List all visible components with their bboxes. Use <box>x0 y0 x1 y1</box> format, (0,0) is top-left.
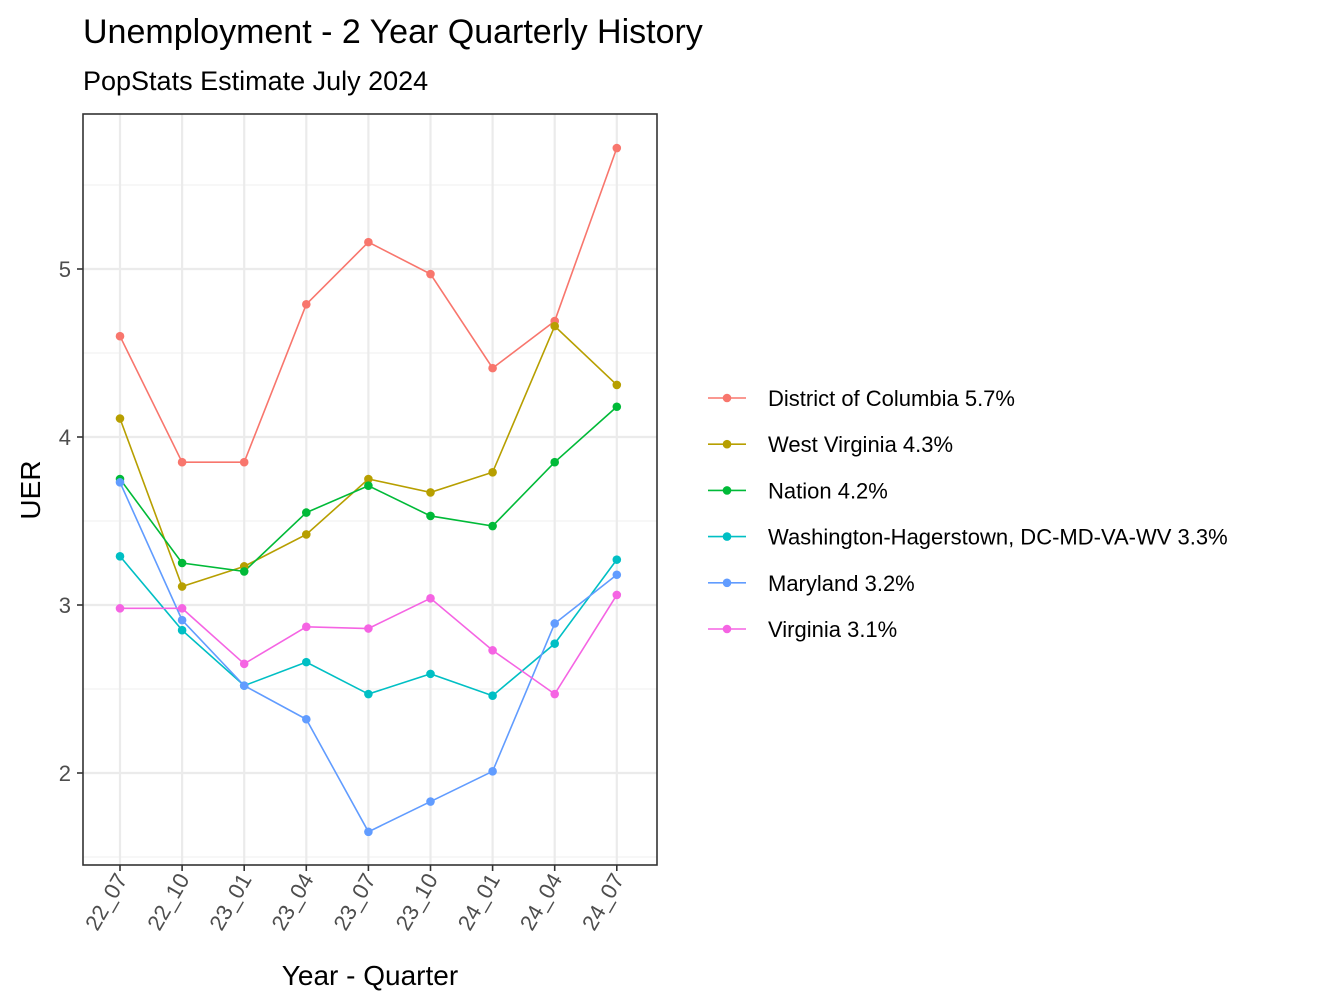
data-point <box>426 797 435 806</box>
data-point <box>612 590 622 600</box>
chart-subtitle: PopStats Estimate July 2024 <box>83 66 428 96</box>
data-point <box>302 508 311 517</box>
data-point <box>239 567 249 576</box>
data-point <box>550 619 559 628</box>
chart-title: Unemployment - 2 Year Quarterly History <box>83 13 703 51</box>
data-point <box>364 827 373 837</box>
data-point <box>177 625 187 635</box>
x-tick-label: 23_01 <box>204 869 256 934</box>
x-tick-label: 24_07 <box>577 869 629 934</box>
legend-label: Virginia 3.1% <box>768 617 897 642</box>
data-point <box>177 615 187 625</box>
data-point <box>426 269 435 279</box>
data-point <box>177 558 187 568</box>
data-point <box>612 402 622 412</box>
x-tick-label: 22_07 <box>80 869 132 934</box>
x-tick-label: 24_01 <box>453 869 505 934</box>
data-point <box>612 143 622 153</box>
x-tick-label: 23_04 <box>266 869 318 934</box>
legend-item: West Virginia 4.3% <box>708 432 953 457</box>
legend-key-point <box>722 624 732 634</box>
legend-item: Virginia 3.1% <box>708 617 897 642</box>
y-tick-label: 5 <box>59 257 71 282</box>
x-tick-label: 24_04 <box>515 869 567 934</box>
x-tick-label: 23_10 <box>391 869 443 934</box>
data-point <box>612 555 622 564</box>
y-axis-title: UER <box>15 460 46 519</box>
legend-label: Maryland 3.2% <box>768 571 915 596</box>
data-point <box>550 639 559 648</box>
legend-item: Maryland 3.2% <box>708 571 915 596</box>
data-point <box>612 380 622 390</box>
legend-item: Washington-Hagerstown, DC-MD-VA-WV 3.3% <box>708 525 1228 550</box>
data-point <box>426 511 435 521</box>
data-point <box>364 689 373 699</box>
data-point <box>364 237 373 247</box>
data-point <box>239 659 249 669</box>
legend-key-point <box>722 578 732 588</box>
legend-key-point <box>722 532 732 541</box>
data-point <box>364 474 373 484</box>
data-point <box>115 331 125 341</box>
data-point <box>488 767 497 776</box>
data-point <box>426 593 435 603</box>
data-point <box>550 457 559 467</box>
data-point <box>115 478 125 487</box>
data-point <box>115 414 125 423</box>
legend-key-point <box>722 439 732 449</box>
data-point <box>177 604 187 613</box>
data-point <box>115 604 125 613</box>
data-point <box>364 624 373 633</box>
data-point <box>488 467 497 477</box>
data-point <box>177 457 187 467</box>
y-axis: 2 3 4 5 <box>59 257 83 786</box>
legend-label: West Virginia 4.3% <box>768 432 953 457</box>
data-point <box>239 457 249 467</box>
legend-label: District of Columbia 5.7% <box>768 386 1015 411</box>
legend-item: District of Columbia 5.7% <box>708 386 1015 411</box>
data-point <box>550 689 559 699</box>
data-point <box>488 521 497 531</box>
data-point <box>302 714 311 724</box>
plot-panel-border <box>82 113 658 866</box>
y-tick-label: 2 <box>59 761 71 786</box>
data-point <box>302 530 311 539</box>
data-point <box>426 669 435 679</box>
data-point <box>426 488 435 497</box>
data-point <box>550 321 559 331</box>
data-point <box>612 570 622 580</box>
legend-label: Nation 4.2% <box>768 478 888 503</box>
legend-item: Nation 4.2% <box>708 478 888 503</box>
data-point <box>364 481 373 491</box>
data-point <box>239 681 249 690</box>
legend-key-point <box>722 393 732 403</box>
y-tick-label: 4 <box>59 425 71 450</box>
series-points <box>115 143 622 837</box>
x-tick-label: 23_07 <box>328 869 380 934</box>
minor-gridlines <box>83 184 657 858</box>
data-point <box>302 622 311 632</box>
y-tick-label: 3 <box>59 593 71 618</box>
data-point <box>302 657 311 667</box>
data-point <box>115 551 125 561</box>
data-point <box>177 582 187 591</box>
x-axis-title: Year - Quarter <box>282 960 458 991</box>
legend: District of Columbia 5.7% West Virginia 4… <box>708 386 1228 642</box>
data-point <box>302 299 311 309</box>
data-point <box>488 646 497 655</box>
x-axis: 22_07 22_10 23_01 23_04 23_07 23_10 24_01 24_04… <box>80 865 629 934</box>
x-tick-label: 22_10 <box>142 869 194 934</box>
legend-key-point <box>722 486 732 495</box>
data-point <box>488 691 497 701</box>
data-point <box>488 363 497 373</box>
legend-label: Washington-Hagerstown, DC-MD-VA-WV 3.3% <box>768 525 1228 550</box>
